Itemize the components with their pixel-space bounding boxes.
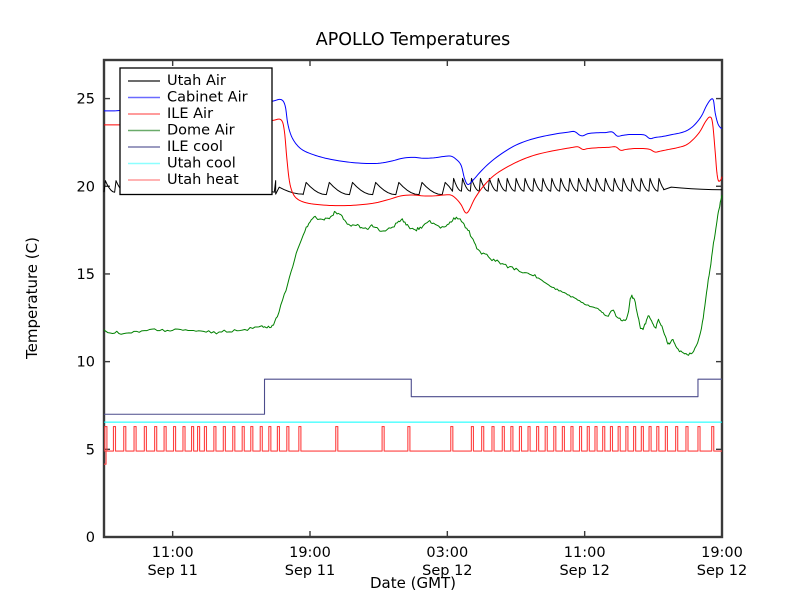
series-utah-heat bbox=[104, 425, 722, 465]
y-axis-label: Temperature (C) bbox=[23, 237, 41, 360]
chart-title: APOLLO Temperatures bbox=[316, 30, 510, 50]
x-axis-label: Date (GMT) bbox=[370, 574, 456, 592]
series-ile-cool bbox=[104, 378, 722, 415]
x-tick-label-time: 11:00 bbox=[564, 545, 606, 561]
legend-label-cabinet-air[interactable]: Cabinet Air bbox=[167, 90, 248, 106]
x-tick-label-date: Sep 12 bbox=[559, 563, 609, 579]
x-tick-label-date: Sep 12 bbox=[697, 563, 747, 579]
x-tick-label-date: Sep 11 bbox=[147, 563, 197, 579]
y-tick-label: 0 bbox=[86, 530, 95, 546]
x-tick-label-time: 11:00 bbox=[152, 545, 194, 561]
plot-frame bbox=[102, 58, 724, 539]
series-dome-air bbox=[103, 195, 723, 356]
y-tick-label: 10 bbox=[77, 355, 95, 371]
y-tick-label: 20 bbox=[77, 179, 95, 195]
legend-label-utah-heat[interactable]: Utah heat bbox=[167, 172, 239, 188]
x-tick-label-time: 19:00 bbox=[289, 545, 331, 561]
series-ile-air bbox=[104, 116, 723, 214]
x-tick-label-time: 19:00 bbox=[701, 545, 743, 561]
legend-label-dome-air[interactable]: Dome Air bbox=[167, 123, 235, 139]
y-axis-ticks: 0 5 10 15 20 25 bbox=[77, 92, 722, 546]
x-axis-ticks: 11:00 Sep 11 19:00 Sep 11 03:00 Sep 12 11:00 Se… bbox=[147, 60, 747, 579]
y-tick-label: 15 bbox=[77, 267, 95, 283]
x-tick-label-date: Sep 11 bbox=[285, 563, 335, 579]
legend-label-ile-air[interactable]: ILE Air bbox=[167, 106, 213, 122]
x-tick-label-date: Sep 12 bbox=[422, 563, 472, 579]
legend-label-ile-cool[interactable]: ILE cool bbox=[167, 139, 223, 155]
legend-label-utah-air[interactable]: Utah Air bbox=[167, 73, 226, 89]
y-tick-label: 25 bbox=[77, 92, 95, 108]
legend-label-utah-cool[interactable]: Utah cool bbox=[167, 156, 236, 172]
x-tick-label-time: 03:00 bbox=[426, 545, 468, 561]
series-cabinet-air bbox=[103, 98, 723, 186]
y-tick-label: 5 bbox=[86, 442, 95, 458]
